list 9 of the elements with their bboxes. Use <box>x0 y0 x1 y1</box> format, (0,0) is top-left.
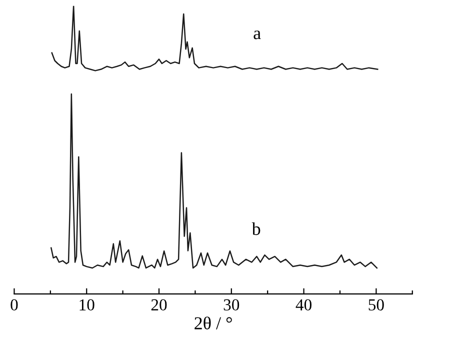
x-tick-label: 50 <box>368 299 384 310</box>
x-tick-label: 10 <box>80 299 94 310</box>
x-axis-title: 2θ / ° <box>194 316 232 330</box>
x-tick-label: 20 <box>151 299 167 310</box>
series-label: b <box>252 222 260 236</box>
x-tick-label: 40 <box>296 299 312 310</box>
x-tick-label: 0 <box>10 299 18 310</box>
x-tick-label: 30 <box>224 299 240 310</box>
series-label: a <box>254 30 261 40</box>
